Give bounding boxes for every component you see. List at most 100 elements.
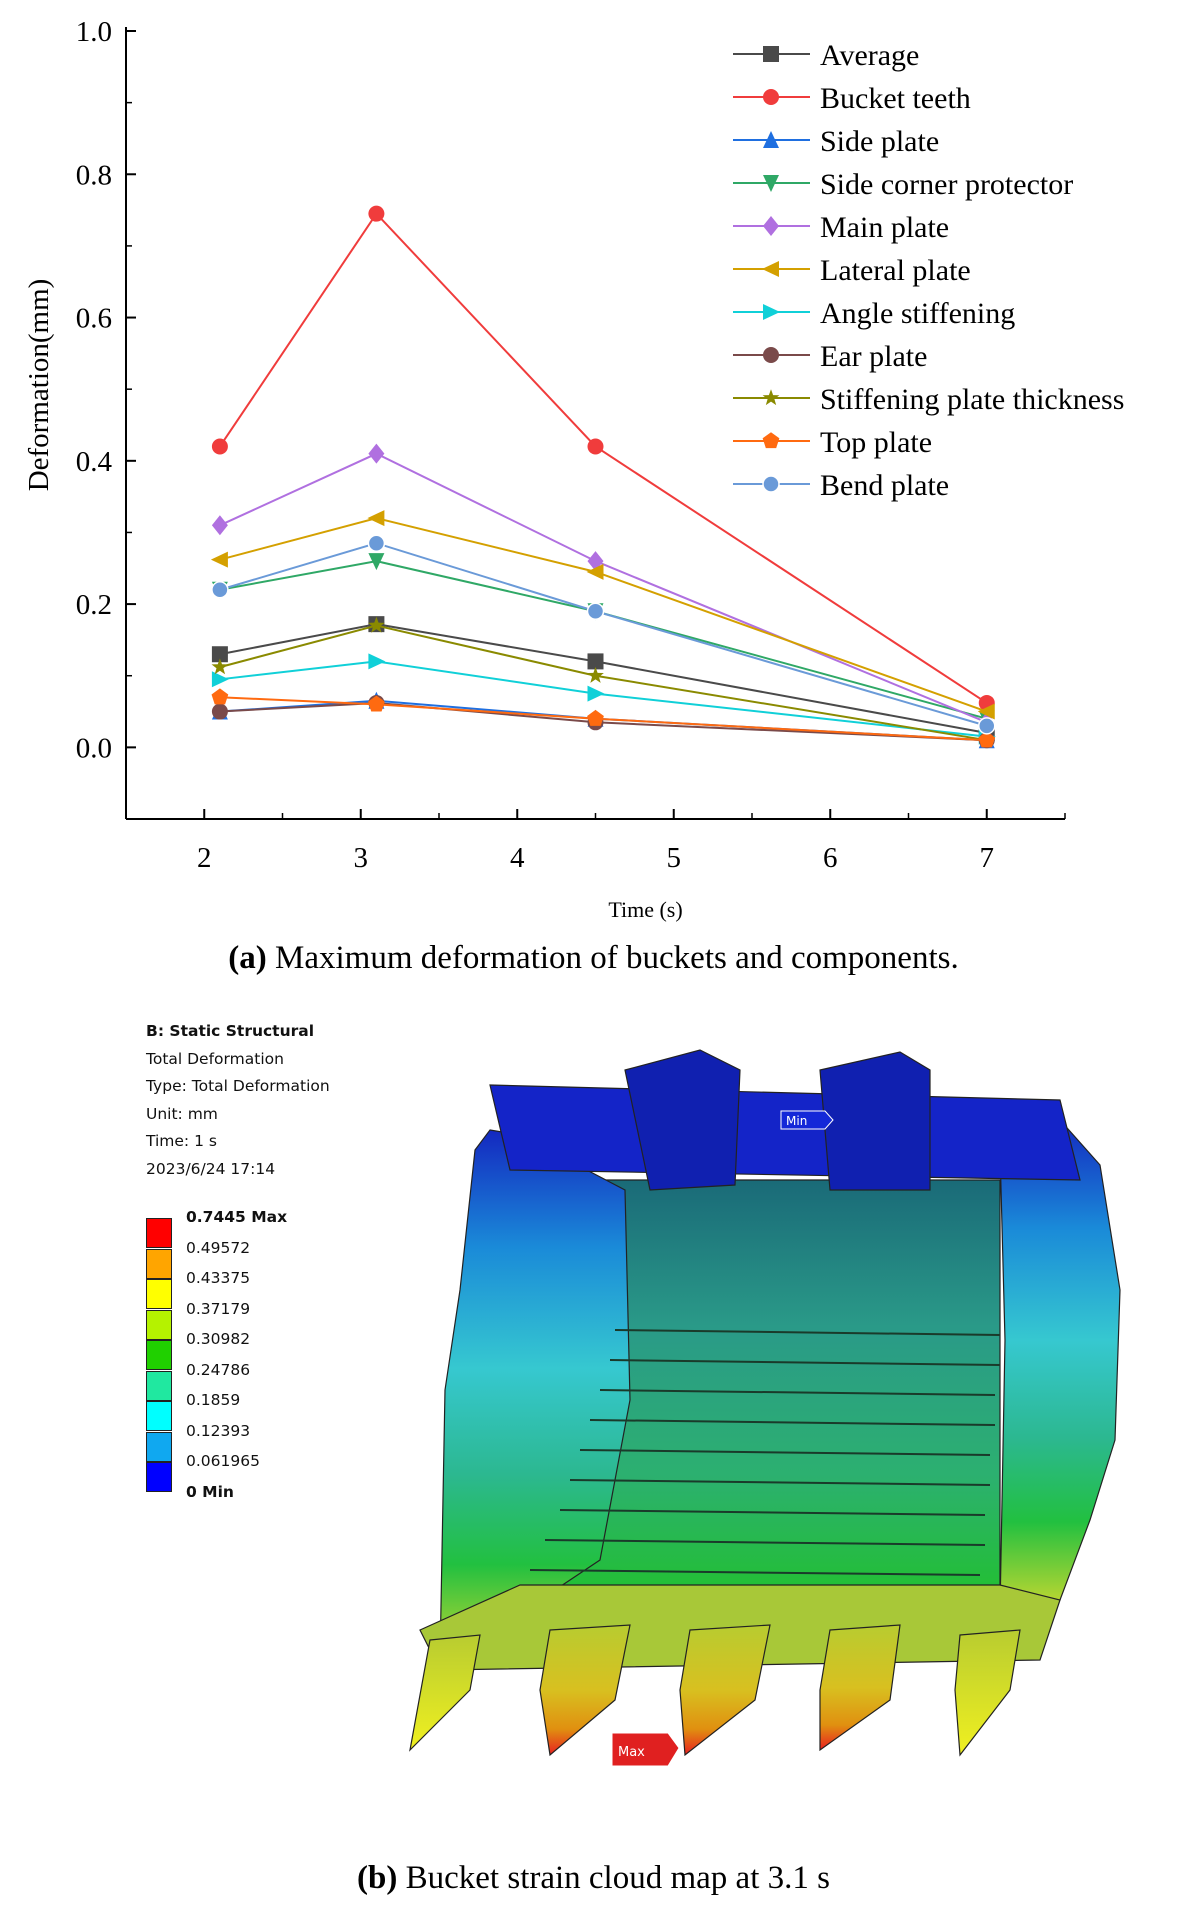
ear-plate-right bbox=[819, 1051, 931, 1191]
legend-marker bbox=[763, 304, 780, 320]
series-line-9 bbox=[219, 696, 987, 742]
color-legend-label: 0 Min bbox=[186, 1482, 234, 1501]
min-probe: Min bbox=[780, 1110, 834, 1130]
legend-marker bbox=[763, 89, 779, 105]
data-point bbox=[368, 653, 386, 670]
ansys-line: Unit: mm bbox=[146, 1104, 218, 1123]
teeth bbox=[409, 1624, 1021, 1757]
data-point bbox=[211, 581, 229, 599]
data-point bbox=[368, 205, 385, 222]
x-tick-label: 4 bbox=[510, 842, 525, 874]
color-swatch bbox=[146, 1401, 172, 1431]
line-chart: 0.0 0.2 0.4 0.6 0.8 1.0 2 3 4 5 6 7 Time (s) Deformat… bbox=[23, 16, 1124, 922]
legend-label: Angle stiffening bbox=[820, 297, 1015, 330]
data-point bbox=[211, 646, 228, 663]
caption-a: (a) Maximum deformation of buckets and c… bbox=[228, 940, 959, 976]
color-swatch bbox=[146, 1279, 172, 1309]
data-point bbox=[587, 653, 604, 670]
legend-label: Average bbox=[820, 39, 919, 72]
legend-marker bbox=[762, 475, 780, 493]
y-axis-label: Deformation(mm) bbox=[23, 279, 55, 492]
series-line-3 bbox=[219, 560, 988, 720]
legend-label: Ear plate bbox=[820, 340, 927, 373]
color-swatch bbox=[146, 1340, 172, 1370]
data-point bbox=[978, 731, 996, 748]
series-line-5 bbox=[219, 517, 988, 713]
color-swatch bbox=[146, 1309, 172, 1340]
color-legend-label: 0.37179 bbox=[186, 1299, 251, 1318]
data-point bbox=[367, 510, 385, 527]
ansys-line: Total Deformation bbox=[146, 1049, 284, 1068]
color-legend-label: 0.061965 bbox=[186, 1452, 260, 1470]
color-legend-label: 0.43375 bbox=[186, 1269, 251, 1287]
color-legend-label: 0.12393 bbox=[186, 1421, 251, 1440]
floor-strips bbox=[529, 1329, 1001, 1576]
data-point bbox=[211, 438, 228, 455]
legend-marker bbox=[762, 389, 780, 406]
y-tick-label: 0.8 bbox=[76, 159, 112, 191]
legend-label: Main plate bbox=[820, 211, 949, 244]
ansys-info: B: Static Structural Total Deformation T… bbox=[146, 1018, 330, 1183]
x-axis-label: Time (s) bbox=[608, 897, 682, 922]
legend-marker bbox=[763, 46, 779, 62]
series-line-6 bbox=[219, 660, 987, 738]
data-point bbox=[586, 563, 604, 580]
color-swatch bbox=[146, 1248, 172, 1279]
data-point bbox=[211, 703, 228, 720]
x-tick-label: 7 bbox=[980, 842, 995, 874]
series-line-7 bbox=[219, 701, 987, 742]
series-line-1 bbox=[219, 212, 988, 704]
legend-label: Lateral plate bbox=[820, 254, 971, 287]
legend-label: Side plate bbox=[820, 125, 939, 158]
ansys-header: B: Static Structural bbox=[146, 1022, 315, 1040]
series-line-8 bbox=[219, 624, 987, 742]
data-point bbox=[368, 695, 385, 712]
right-side-plate bbox=[999, 1119, 1121, 1611]
ansys-line: Type: Total Deformation bbox=[146, 1077, 330, 1095]
top-beam bbox=[489, 1084, 1081, 1181]
color-swatch bbox=[146, 1431, 172, 1462]
color-legend-label: 0.1859 bbox=[186, 1391, 241, 1409]
y-tick-label: 0.4 bbox=[76, 446, 113, 478]
data-point bbox=[587, 438, 604, 455]
y-tick-label: 0.6 bbox=[76, 303, 112, 335]
data-point bbox=[978, 717, 996, 735]
series-line-10 bbox=[219, 542, 988, 727]
y-tick-label: 0.2 bbox=[76, 589, 112, 621]
y-tick-label: 0.0 bbox=[76, 732, 112, 764]
data-point bbox=[587, 666, 604, 683]
bucket-deformation-map: Min Max bbox=[409, 1049, 1121, 1767]
data-point bbox=[587, 709, 604, 726]
color-swatch bbox=[146, 1370, 172, 1401]
data-point bbox=[977, 703, 995, 720]
data-point bbox=[211, 688, 229, 705]
ansys-line: Time: 1 s bbox=[146, 1132, 217, 1150]
ansys-line: 2023/6/24 17:14 bbox=[146, 1159, 276, 1178]
svg-text:Max: Max bbox=[618, 1745, 645, 1760]
legend-label: Stiffening plate thickness bbox=[820, 383, 1124, 416]
series-line-0 bbox=[219, 623, 987, 735]
data-point bbox=[586, 602, 605, 621]
legend-marker bbox=[762, 261, 779, 277]
caption-b: (b) Bucket strain cloud map at 3.1 s bbox=[357, 1860, 830, 1896]
legend-marker bbox=[763, 175, 779, 192]
color-swatch bbox=[146, 1218, 172, 1248]
svg-text:Min: Min bbox=[786, 1114, 807, 1128]
legend-label: Top plate bbox=[820, 426, 932, 459]
data-point bbox=[587, 685, 605, 702]
max-probe: Max bbox=[611, 1732, 680, 1767]
legend-label: Bucket teeth bbox=[820, 82, 971, 115]
x-tick-label: 6 bbox=[823, 842, 838, 874]
data-point bbox=[368, 553, 385, 571]
legend-marker bbox=[762, 432, 780, 449]
data-point bbox=[211, 515, 228, 536]
legend-marker bbox=[763, 216, 779, 236]
y-tick-label: 1.0 bbox=[76, 16, 112, 48]
data-point bbox=[368, 443, 385, 464]
data-point bbox=[210, 551, 228, 568]
x-tick-label: 2 bbox=[197, 842, 212, 874]
legend-label: Bend plate bbox=[820, 469, 949, 502]
color-legend-label: 0.7445 Max bbox=[186, 1208, 288, 1226]
ear-plate-left bbox=[624, 1049, 741, 1191]
legend-label: Side corner protector bbox=[820, 168, 1073, 201]
